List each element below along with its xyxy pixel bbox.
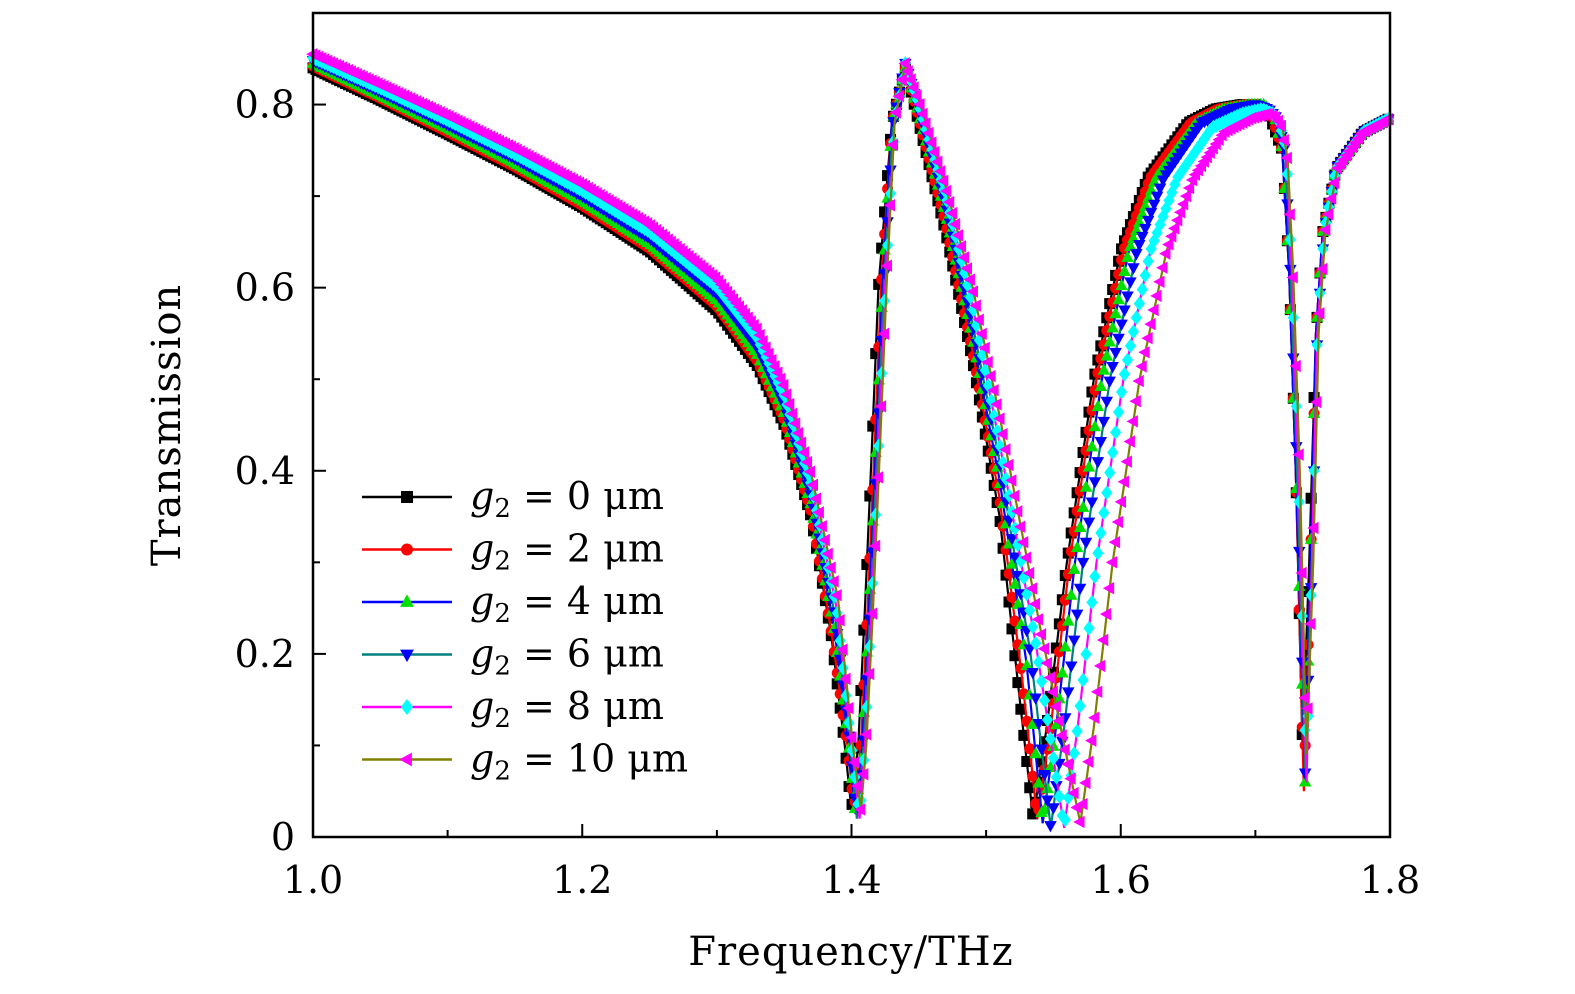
x-tick-label: 1.8 [1360, 858, 1420, 902]
legend-label: g2 = 0 μm [470, 474, 664, 524]
y-tick-label: 0.8 [235, 83, 295, 127]
series-markers [306, 47, 1393, 829]
series-5 [306, 47, 1393, 829]
legend-item: g2 = 10 μm [362, 737, 688, 787]
legend-item: g2 = 4 μm [362, 579, 664, 629]
series-layer [306, 47, 1395, 833]
axis-ticks: 1.0 1.2 1.4 1.6 1.8 0 0.2 0.4 0.6 0.8 [235, 12, 1420, 902]
legend-item: g2 = 8 μm [362, 684, 664, 734]
x-tick-label: 1.4 [821, 858, 881, 902]
x-tick-label: 1.0 [283, 858, 343, 902]
legend-item: g2 = 6 μm [362, 632, 664, 682]
legend-item: g2 = 2 μm [362, 527, 664, 577]
legend-marker [400, 543, 414, 556]
y-tick-label: 0.2 [235, 632, 295, 676]
legend-marker [400, 649, 414, 663]
x-tick-label: 1.6 [1091, 858, 1151, 902]
legend-marker [400, 699, 414, 715]
legend-item: g2 = 0 μm [362, 474, 664, 524]
legend-label: g2 = 2 μm [470, 527, 664, 577]
y-tick-label: 0.4 [235, 449, 295, 493]
legend-marker [400, 594, 414, 607]
x-tick-label: 1.2 [552, 858, 612, 902]
legend-label: g2 = 10 μm [470, 737, 688, 787]
legend-label: g2 = 6 μm [470, 632, 664, 682]
legend-label: g2 = 8 μm [470, 684, 664, 734]
y-axis-title: Transmission [144, 284, 190, 566]
x-axis-title: Frequency/THz [688, 929, 1013, 975]
legend-marker [399, 752, 412, 767]
legend-label: g2 = 4 μm [470, 579, 664, 629]
y-tick-label: 0.6 [235, 266, 295, 310]
y-tick-label: 0 [271, 815, 295, 859]
legend-marker [401, 491, 413, 503]
